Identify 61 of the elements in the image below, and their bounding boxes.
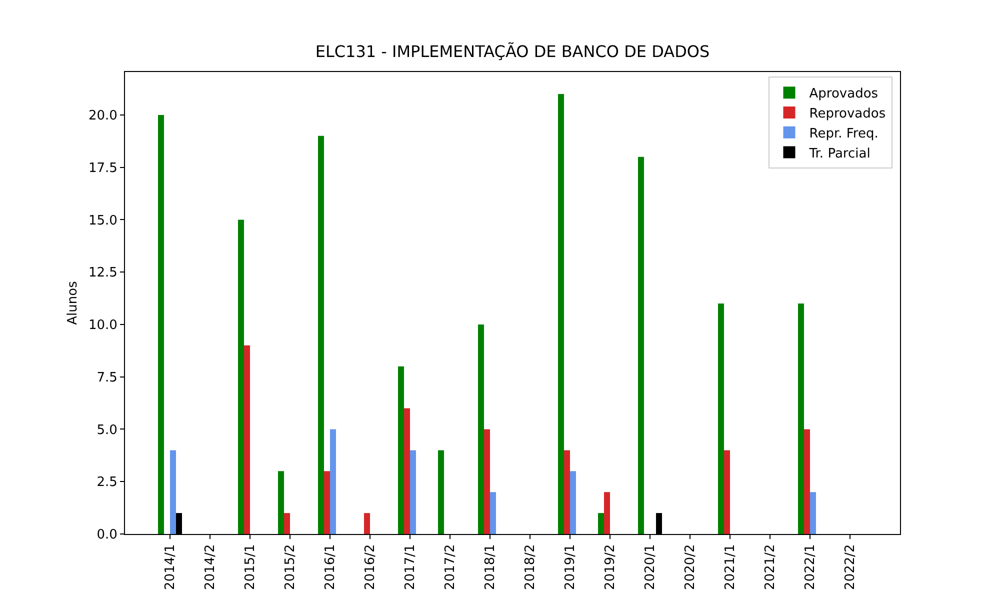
x-tick-label: 2022/1 [803, 544, 818, 590]
bar [398, 366, 404, 534]
bar [638, 156, 644, 534]
x-tick-label: 2018/2 [523, 544, 538, 590]
x-tick-label: 2014/1 [163, 544, 178, 590]
x-tick-label: 2018/1 [483, 544, 498, 590]
bar [798, 304, 804, 534]
bar [718, 304, 724, 534]
bar [598, 513, 604, 534]
bar [804, 429, 810, 534]
bar [284, 513, 290, 534]
y-tick-label: 10.0 [88, 318, 118, 334]
legend-label: Aprovados [809, 86, 878, 102]
y-tick-label: 12.5 [88, 266, 118, 281]
legend-label: Tr. Parcial [808, 146, 870, 162]
bar [158, 114, 164, 534]
x-tick-label: 2020/2 [683, 544, 698, 590]
bar [478, 324, 484, 534]
bar [604, 492, 610, 534]
bar [170, 450, 176, 534]
legend-label: Reprovados [809, 106, 886, 122]
bar [324, 471, 330, 534]
chart-title: ELC131 - IMPLEMENTAÇÃO DE BANCO DE DADOS [315, 42, 710, 61]
x-tick-label: 2021/1 [723, 544, 738, 590]
x-tick-label: 2017/2 [443, 544, 458, 590]
bar [724, 450, 730, 534]
bar [410, 450, 416, 534]
y-tick-label: 0.0 [96, 528, 118, 543]
bar [244, 345, 250, 534]
bar [438, 450, 444, 534]
bar [238, 220, 244, 534]
x-tick-label: 2014/2 [203, 544, 218, 590]
bar [404, 408, 410, 534]
x-tick-label: 2016/2 [363, 544, 378, 590]
y-tick-label: 20.0 [88, 108, 118, 124]
bar [484, 429, 490, 534]
y-tick-label: 15.0 [88, 213, 118, 228]
x-tick-label: 2022/2 [843, 544, 858, 590]
bar [490, 492, 496, 534]
x-tick-label: 2015/1 [243, 544, 258, 590]
legend-label: Repr. Freq. [809, 126, 878, 142]
y-tick-label: 5.0 [96, 422, 118, 438]
bar [364, 513, 370, 534]
x-tick-label: 2021/2 [763, 544, 778, 590]
bar [558, 94, 564, 534]
y-tick-label: 7.5 [96, 370, 118, 386]
x-tick-label: 2020/1 [643, 544, 658, 590]
x-tick-label: 2015/2 [283, 544, 298, 590]
x-tick-label: 2016/1 [323, 544, 338, 590]
y-tick-label: 17.5 [88, 160, 118, 176]
y-axis-title: Alunos [65, 280, 80, 325]
y-tick-label: 2.5 [96, 475, 118, 490]
bar [570, 471, 576, 534]
bar [810, 492, 816, 534]
bar [564, 450, 570, 534]
bar [318, 136, 324, 534]
bar [278, 471, 284, 534]
x-tick-label: 2017/1 [403, 544, 418, 590]
x-tick-label: 2019/1 [563, 544, 578, 590]
bar [330, 429, 336, 534]
x-tick-label: 2019/2 [603, 544, 618, 590]
